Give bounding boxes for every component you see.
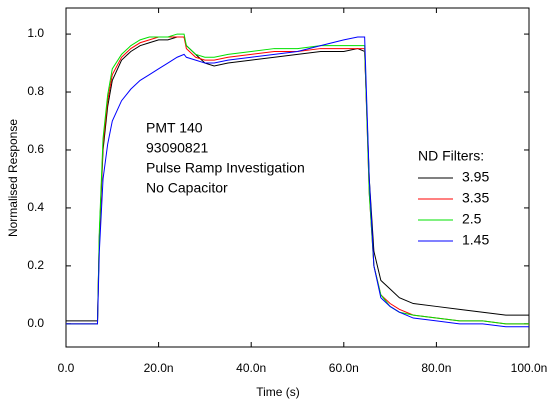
x-tick-label: 60.0n <box>329 361 359 375</box>
series-line <box>66 36 529 325</box>
y-axis-label: Normalised Response <box>6 119 20 237</box>
legend-label: 1.45 <box>462 232 489 248</box>
legend-label: 2.5 <box>462 211 482 227</box>
legend-label: 3.95 <box>462 169 489 185</box>
x-axis-label: Time (s) <box>256 385 300 399</box>
y-tick-label: 0.2 <box>27 258 44 272</box>
x-tick-label: 20.0n <box>144 361 174 375</box>
annotation: No Capacitor <box>146 180 228 196</box>
annotation: 93090821 <box>146 140 209 156</box>
x-tick-label: 80.0n <box>421 361 451 375</box>
y-tick-label: 0.4 <box>27 200 44 214</box>
x-tick-label: 100.0n <box>511 361 548 375</box>
series-line <box>66 36 529 328</box>
series-line <box>66 36 529 322</box>
plot-frame <box>65 7 530 348</box>
y-tick-label: 1.0 <box>27 26 44 40</box>
y-tick-label: 0.6 <box>27 142 44 156</box>
x-tick-label: 40.0n <box>236 361 266 375</box>
annotation: Pulse Ramp Investigation <box>146 160 305 176</box>
legend-label: 3.35 <box>462 190 489 206</box>
series-line <box>66 33 529 325</box>
annotation: PMT 140 <box>146 120 203 136</box>
legend-title: ND Filters: <box>418 148 484 164</box>
y-tick-label: 0.8 <box>27 84 44 98</box>
y-tick-label: 0.0 <box>27 316 44 330</box>
x-tick-label: 0.0 <box>58 361 75 375</box>
